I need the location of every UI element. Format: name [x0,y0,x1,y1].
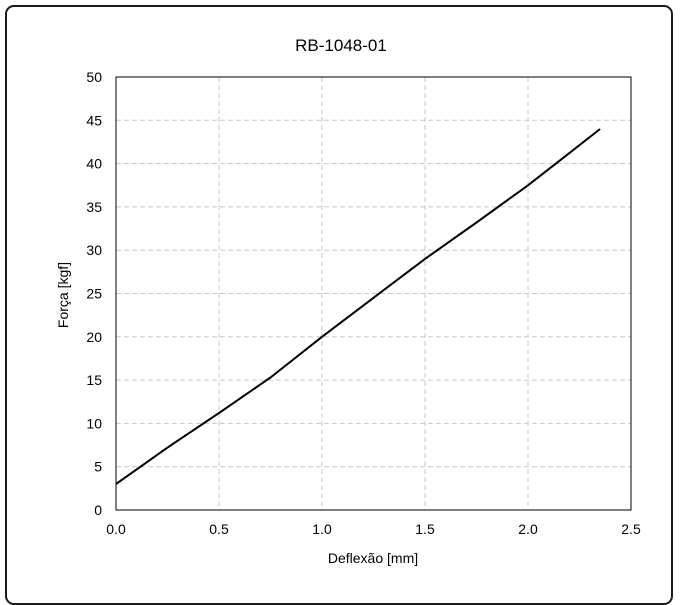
x-tick-label: 1.0 [312,521,332,537]
y-tick-label: 10 [86,415,102,431]
y-tick-label: 50 [86,69,102,85]
x-tick-label: 0.0 [106,521,126,537]
x-tick-label: 2.0 [518,521,538,537]
y-tick-label: 40 [86,156,102,172]
plot-area [115,76,632,511]
y-axis-ticks: 0 5 10 15 20 25 30 35 40 45 50 [86,69,102,518]
y-tick-label: 25 [86,286,102,302]
grid-lines [116,77,631,510]
chart-title: RB-1048-01 [295,36,387,55]
y-tick-label: 45 [86,112,102,128]
series-layer [115,128,601,485]
y-tick-label: 35 [86,199,102,215]
y-tick-label: 30 [86,242,102,258]
y-tick-label: 20 [86,329,102,345]
y-tick-label: 0 [94,502,102,518]
series-line [115,128,601,485]
x-axis-label: Deflexão [mm] [328,550,418,566]
x-axis-ticks: 0.0 0.5 1.0 1.5 2.0 2.5 [106,521,641,537]
y-tick-label: 5 [94,459,102,475]
x-tick-label: 1.5 [415,521,435,537]
y-axis-label: Força [kgf] [55,262,71,328]
x-tick-label: 2.5 [621,521,641,537]
line-chart: RB-1048-01 0.0 0.5 1.0 1.5 2.0 2.5 0 5 10 15 20 25… [55,36,641,566]
y-tick-label: 15 [86,372,102,388]
x-tick-label: 0.5 [209,521,229,537]
